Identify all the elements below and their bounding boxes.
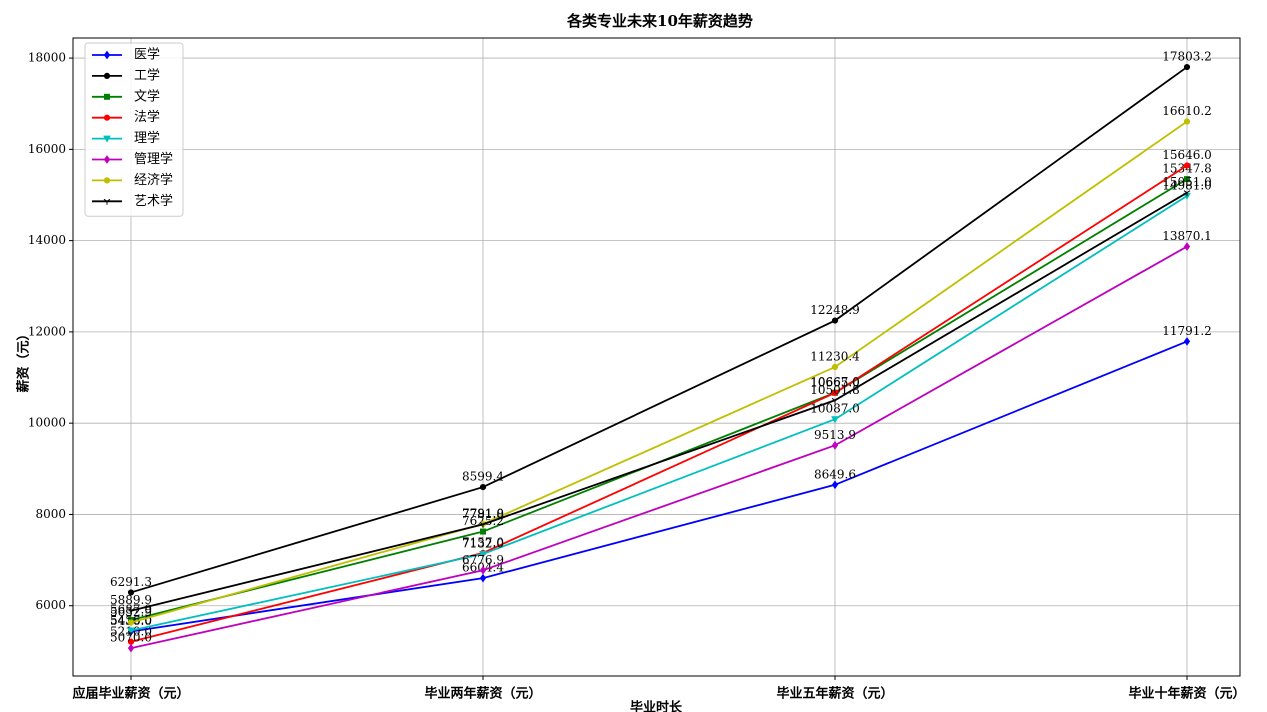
y-tick-label: 10000	[28, 416, 66, 430]
data-label: 10665.0	[810, 375, 860, 389]
marker	[1183, 118, 1191, 125]
y-tick-label: 6000	[35, 598, 66, 612]
data-label: 11230.4	[810, 350, 860, 364]
marker	[831, 389, 839, 396]
marker	[831, 416, 839, 424]
y-tick-label: 14000	[28, 233, 66, 247]
data-label: 15347.8	[1162, 162, 1212, 176]
marker	[103, 177, 111, 184]
y-tick-label: 12000	[28, 324, 66, 338]
y-axis-label: 薪资（元）	[16, 327, 32, 392]
marker	[831, 317, 839, 324]
legend-label: 艺术学	[134, 193, 173, 209]
series-line	[130, 195, 1188, 632]
series-line	[130, 66, 1188, 594]
marker	[127, 589, 135, 596]
data-label: 13870.1	[1162, 229, 1212, 243]
data-label: 7132.0	[462, 537, 504, 551]
data-label: 10087.0	[810, 402, 860, 416]
marker	[479, 565, 487, 575]
marker	[103, 114, 111, 121]
marker	[479, 551, 487, 559]
x-tick-label: 毕业十年薪资（元）	[1128, 686, 1245, 702]
series-line	[130, 340, 1188, 633]
marker	[831, 363, 839, 371]
data-label: 17803.2	[1162, 50, 1212, 64]
marker	[127, 619, 135, 626]
marker	[103, 135, 111, 143]
data-label: 12248.9	[810, 303, 860, 317]
legend-label: 法学	[134, 109, 160, 125]
y-tick-label: 18000	[28, 51, 66, 65]
series-line	[130, 178, 1188, 621]
marker	[103, 72, 111, 80]
marker	[127, 608, 135, 615]
data-label: 6776.9	[462, 553, 504, 567]
legend-label: 经济学	[134, 172, 173, 188]
x-tick-label: 毕业两年薪资（元）	[424, 686, 541, 702]
legend-label: 医学	[134, 47, 160, 63]
legend-label: 理学	[134, 130, 160, 146]
data-label: 5070.0	[110, 631, 152, 645]
marker	[831, 480, 839, 490]
marker	[1183, 63, 1191, 71]
data-label: 5889.9	[110, 593, 152, 607]
legend-box	[84, 42, 184, 217]
marker	[831, 397, 839, 404]
y-tick-label: 16000	[28, 142, 66, 156]
marker	[1183, 242, 1191, 251]
marker	[104, 93, 110, 100]
data-label: 5687.9	[110, 602, 152, 616]
series-line	[130, 120, 1188, 624]
marker	[480, 528, 486, 535]
data-label: 6291.3	[110, 575, 152, 589]
marker	[479, 483, 487, 491]
data-label: 8649.6	[814, 467, 856, 481]
series-line	[130, 245, 1188, 650]
data-label: 8599.4	[462, 470, 504, 484]
marker	[127, 627, 135, 635]
series-line	[130, 191, 1188, 612]
legend-label: 工学	[134, 67, 160, 83]
marker	[103, 50, 111, 60]
x-tick-label: 应届毕业薪资（元）	[72, 686, 189, 702]
data-label: 7781.8	[462, 507, 504, 521]
data-label: 7791.0	[462, 506, 504, 520]
data-label: 11791.2	[1162, 324, 1212, 338]
data-label: 15646.0	[1162, 148, 1212, 162]
data-label: 10501.8	[810, 383, 860, 397]
legend-label: 文学	[134, 88, 160, 104]
marker	[103, 155, 111, 164]
x-tick-label: 毕业五年薪资（元）	[776, 686, 893, 702]
data-label: 14981.0	[1162, 178, 1212, 192]
y-tick-label: 8000	[35, 507, 66, 521]
chart-title: 各类专业未来10年薪资趋势	[566, 12, 753, 30]
data-label: 7157.0	[462, 535, 504, 549]
marker	[1184, 176, 1190, 183]
data-label: 16610.2	[1162, 104, 1212, 118]
x-axis-label: 毕业时长	[630, 700, 683, 712]
marker	[127, 643, 135, 653]
legend-label: 管理学	[134, 151, 173, 167]
marker	[103, 198, 111, 205]
data-label: 15051.0	[1162, 175, 1212, 189]
marker	[1183, 190, 1191, 197]
marker	[1183, 337, 1191, 346]
marker	[479, 573, 487, 583]
plot-frame	[72, 37, 1241, 677]
marker	[831, 440, 839, 450]
marker	[1183, 162, 1191, 169]
series-line	[130, 164, 1188, 643]
marker	[479, 521, 487, 528]
data-label: 9513.9	[814, 428, 856, 442]
